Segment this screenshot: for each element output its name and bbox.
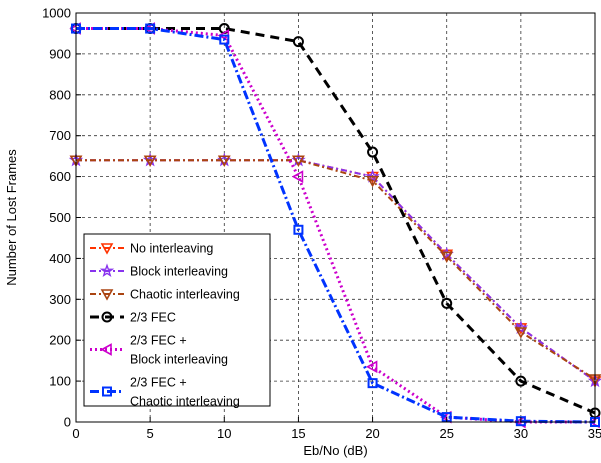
y-tick-label: 0 (64, 415, 71, 430)
legend-entry: Chaotic interleaving (90, 288, 240, 302)
data-point-marker (365, 169, 380, 183)
y-tick-label: 700 (49, 128, 71, 143)
tick-group: 0 5 10 15 20 25 30 35 0 100 200 300 400 500 600 700 800 9… (42, 6, 601, 442)
y-tick-label: 300 (49, 292, 71, 307)
data-point-marker (217, 155, 231, 167)
legend-entry: Block interleaving (90, 263, 228, 279)
data-point-marker (515, 375, 527, 387)
legend-label: 2/3 FEC + (130, 376, 187, 390)
y-tick-label: 800 (49, 87, 71, 102)
data-point-marker (366, 175, 379, 188)
y-tick-label: 400 (49, 251, 71, 266)
data-point-marker (514, 327, 528, 339)
legend-label: 2/3 FEC (130, 311, 176, 325)
data-point-marker (292, 36, 304, 48)
data-point-marker (513, 320, 529, 335)
legend-box (83, 233, 271, 407)
x-tick-label: 10 (217, 426, 231, 441)
legend-entry: 2/3 FEC (90, 311, 176, 325)
series-line (76, 159, 596, 380)
legend-label: Block interleaving (130, 265, 228, 279)
data-point-marker (293, 224, 304, 235)
series-6 (71, 23, 600, 427)
legend: No interleaving Block interleaving Chaotic… (83, 233, 271, 409)
y-tick-label: 1000 (42, 6, 71, 21)
x-tick-label: 0 (72, 426, 79, 441)
legend-label: No interleaving (130, 242, 213, 256)
y-tick-label: 100 (49, 374, 71, 389)
x-axis-label: Eb/No (dB) (303, 443, 367, 458)
legend-label: Chaotic interleaving (130, 288, 240, 302)
legend-entry: 2/3 FEC + Block interleaving (90, 334, 228, 367)
data-point-marker (365, 360, 378, 374)
series-line (76, 27, 596, 415)
data-point-marker (100, 243, 114, 255)
data-point-marker (291, 170, 304, 183)
y-tick-label: 500 (49, 210, 71, 225)
x-tick-label: 30 (514, 426, 528, 441)
y-axis-label: Number of Lost Frames (4, 149, 19, 286)
x-tick-label: 5 (147, 426, 154, 441)
series-line (76, 27, 596, 424)
data-point-marker (145, 23, 156, 34)
legend-entry: No interleaving (90, 242, 213, 256)
x-tick-label: 25 (439, 426, 453, 441)
y-tick-label: 900 (49, 46, 71, 61)
series-3 (69, 155, 601, 386)
data-point-marker (102, 386, 112, 397)
x-tick-label: 15 (291, 426, 305, 441)
data-point-marker (367, 146, 379, 158)
y-tick-label: 600 (49, 169, 71, 184)
data-point-marker (99, 263, 115, 278)
data-point-marker (440, 251, 454, 264)
x-tick-label: 20 (365, 426, 379, 441)
data-point-marker (219, 34, 230, 45)
data-point-marker (100, 289, 114, 301)
data-point-marker (101, 311, 113, 323)
legend-label: Block interleaving (130, 353, 228, 367)
x-tick-label: 35 (588, 426, 601, 441)
data-point-marker (143, 155, 157, 167)
data-point-marker (441, 297, 453, 309)
y-tick-label: 200 (49, 333, 71, 348)
legend-label: Chaotic interleaving (130, 395, 240, 409)
data-point-marker (367, 378, 378, 389)
data-point-marker (100, 343, 112, 356)
legend-label: 2/3 FEC + (130, 334, 187, 348)
legend-entry: 2/3 FEC + Chaotic interleaving (90, 376, 240, 409)
data-point-marker (292, 155, 305, 167)
